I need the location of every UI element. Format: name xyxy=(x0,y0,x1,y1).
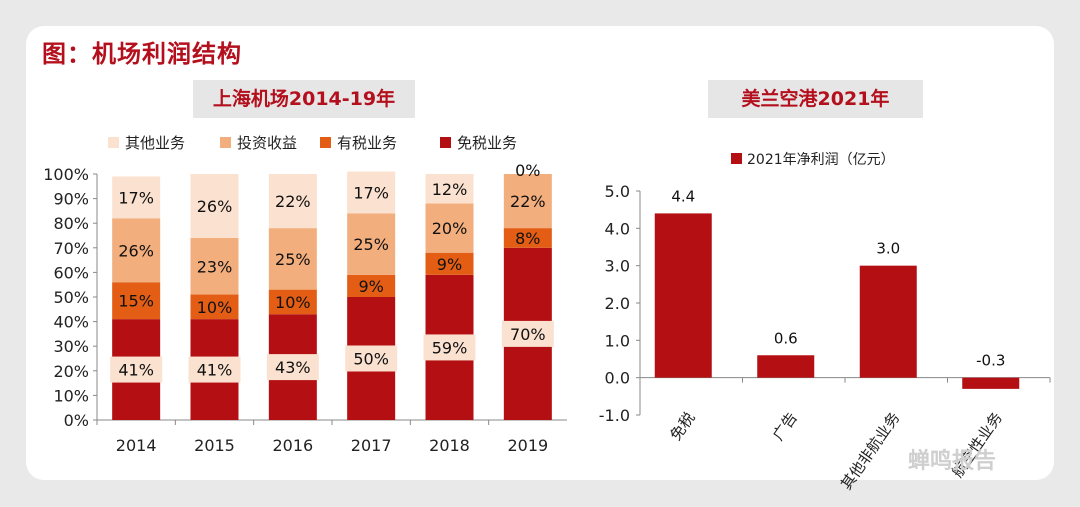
bar xyxy=(654,213,712,378)
bar-segment xyxy=(425,252,474,275)
data-label: 59% xyxy=(432,338,468,357)
bar xyxy=(757,355,815,378)
legend-label: 投资收益 xyxy=(237,134,297,152)
data-label: 23% xyxy=(197,257,233,276)
x-tick-label: 2014 xyxy=(116,436,157,455)
y-tick-label: 60% xyxy=(53,263,89,282)
bar-segment xyxy=(112,218,161,283)
bar-segment xyxy=(503,228,552,248)
bar-segment xyxy=(112,282,161,320)
data-label: 25% xyxy=(275,250,311,269)
data-label: 41% xyxy=(118,361,154,380)
legend-swatch xyxy=(220,137,231,148)
bar-segment xyxy=(425,203,474,253)
data-label: 4.4 xyxy=(671,187,695,205)
data-label: 0% xyxy=(515,161,540,180)
data-label: 17% xyxy=(118,188,154,207)
y-tick-label: 4.0 xyxy=(605,219,630,238)
data-label: 50% xyxy=(353,350,389,369)
y-tick-label: 3.0 xyxy=(605,257,630,276)
data-label: 17% xyxy=(353,183,389,202)
data-label-bg xyxy=(266,354,319,381)
data-label: 10% xyxy=(197,298,233,317)
bar-segment xyxy=(268,289,317,315)
x-tick-label: 2017 xyxy=(351,436,392,455)
y-tick-label: -1.0 xyxy=(599,406,630,425)
y-tick-label: 70% xyxy=(53,239,89,258)
data-label-bg xyxy=(188,356,241,383)
data-label: 26% xyxy=(197,197,233,216)
data-label: 20% xyxy=(432,219,468,238)
y-tick-label: 0% xyxy=(64,411,89,430)
data-label: 25% xyxy=(353,235,389,254)
data-label-bg xyxy=(345,345,398,372)
data-label: 26% xyxy=(118,241,154,260)
legend-swatch xyxy=(320,137,331,148)
legend-label: 其他业务 xyxy=(125,134,185,152)
data-label-bg xyxy=(501,320,554,347)
y-tick-label: 10% xyxy=(53,386,89,405)
bar-segment xyxy=(347,171,396,214)
x-tick-label: 2019 xyxy=(507,436,548,455)
right-chart-title: 美兰空港2021年 xyxy=(708,80,923,118)
bar-segment xyxy=(503,174,552,229)
data-label-bg xyxy=(423,334,476,361)
data-label: 22% xyxy=(275,192,311,211)
bar xyxy=(962,377,1020,389)
y-tick-label: 20% xyxy=(53,362,89,381)
bar-segment xyxy=(190,237,239,295)
x-tick-label: 2018 xyxy=(429,436,470,455)
bar-segment xyxy=(268,228,317,290)
y-tick-label: 5.0 xyxy=(605,182,630,201)
y-tick-label: 90% xyxy=(53,190,89,209)
bar-segment xyxy=(425,174,474,204)
data-label: 12% xyxy=(432,180,468,199)
data-label: 10% xyxy=(275,293,311,312)
y-tick-label: 100% xyxy=(43,165,89,184)
bar-segment xyxy=(190,174,239,238)
bar-segment xyxy=(112,176,161,219)
bar xyxy=(859,265,917,378)
legend-swatch xyxy=(731,153,742,164)
data-label: 3.0 xyxy=(876,240,900,258)
legend-label: 2021年净利润（亿元） xyxy=(747,152,895,168)
legend-swatch xyxy=(440,137,451,148)
y-tick-label: 40% xyxy=(53,313,89,332)
left-chart-title: 上海机场2014-19年 xyxy=(193,80,415,118)
legend-swatch xyxy=(108,137,119,148)
data-label: 15% xyxy=(118,292,154,311)
y-tick-label: 80% xyxy=(53,214,89,233)
data-label: 0.6 xyxy=(774,329,798,347)
data-label: 9% xyxy=(358,277,383,296)
bar-segment xyxy=(268,174,317,229)
watermark-text: 蝉鸣报告 xyxy=(908,449,997,474)
y-tick-label: 50% xyxy=(53,288,89,307)
y-tick-label: 2.0 xyxy=(605,294,630,313)
legend-label: 免税业务 xyxy=(457,134,517,152)
bar-segment xyxy=(190,294,239,320)
x-tick-label: 2016 xyxy=(272,436,313,455)
y-tick-label: 1.0 xyxy=(605,331,630,350)
data-label: 43% xyxy=(275,358,311,377)
x-tick-label: 2015 xyxy=(194,436,235,455)
data-label-bg xyxy=(110,356,163,383)
data-label: -0.3 xyxy=(976,352,1005,370)
data-label: 41% xyxy=(197,361,233,380)
bar-segment xyxy=(347,213,396,275)
bar-segment xyxy=(347,274,396,297)
page-title: 图：机场利润结构 xyxy=(42,40,242,68)
x-tick-label: 广告 xyxy=(769,409,801,444)
legend-label: 有税业务 xyxy=(337,134,397,152)
x-tick-label: 免税 xyxy=(667,409,699,444)
data-label: 70% xyxy=(510,325,546,344)
y-tick-label: 0.0 xyxy=(605,369,630,388)
x-tick-label: 其他非航业务 xyxy=(837,409,903,493)
data-label: 9% xyxy=(437,255,462,274)
data-label: 8% xyxy=(515,229,540,248)
data-label: 22% xyxy=(510,192,546,211)
y-tick-label: 30% xyxy=(53,337,89,356)
